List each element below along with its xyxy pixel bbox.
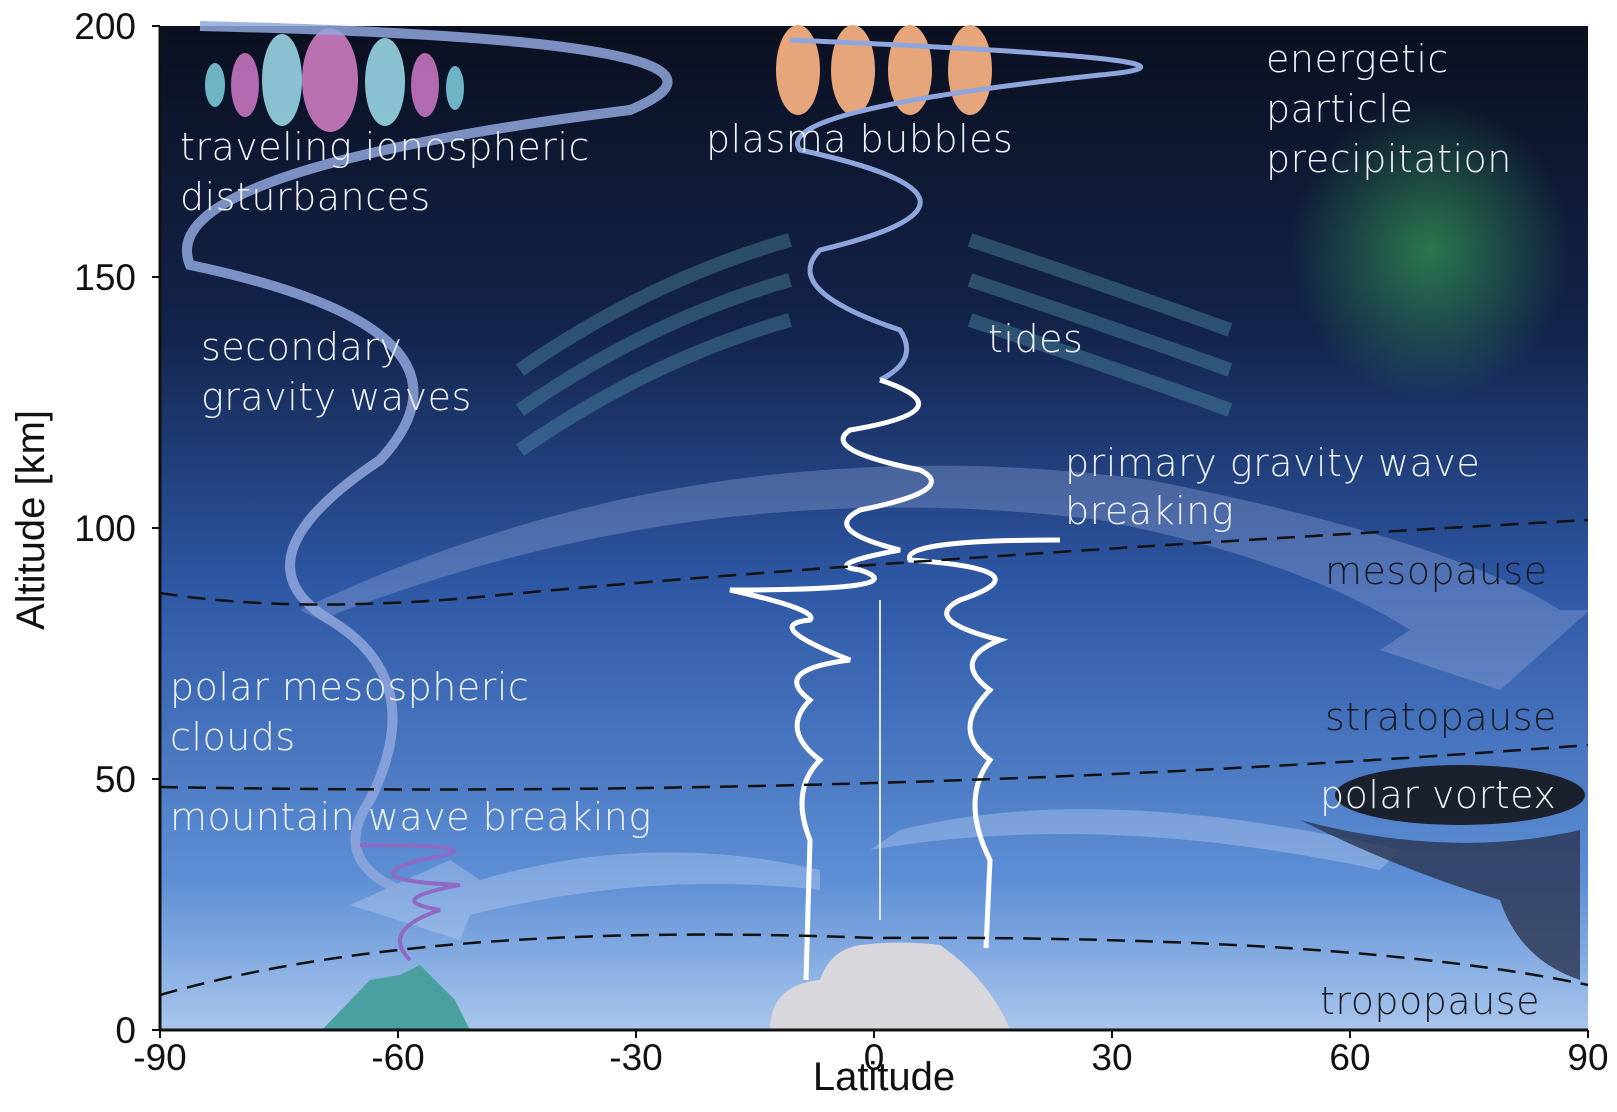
annotation: tides (988, 317, 1083, 361)
annotation: plasma bubbles (706, 117, 1013, 161)
y-tick-label: 0 (115, 1010, 136, 1051)
annotation: stratopause (1325, 695, 1557, 739)
annotation: energetic (1266, 37, 1449, 81)
y-tick-label: 100 (74, 508, 136, 549)
annotation: polar vortex (1320, 773, 1556, 817)
annotation: gravity waves (201, 375, 472, 419)
annotation: mesopause (1325, 549, 1548, 593)
x-tick-label: 90 (1567, 1037, 1608, 1078)
y-tick-label: 50 (95, 759, 136, 800)
annotation: secondary (201, 325, 402, 369)
annotation: polar mesospheric (170, 665, 529, 709)
x-tick-label: 30 (1091, 1037, 1132, 1078)
diagram: Latitude Altitude [km] traveling ionosph… (0, 0, 1617, 1112)
annotation: clouds (170, 715, 296, 759)
annotation: precipitation (1266, 137, 1512, 181)
annotation: disturbances (180, 175, 431, 219)
annotation: particle (1266, 87, 1413, 131)
x-tick-label: -90 (133, 1037, 186, 1078)
annotation: mountain wave breaking (170, 795, 652, 839)
x-tick-label: -30 (609, 1037, 662, 1078)
annotation: traveling ionospheric (180, 125, 590, 169)
x-tick-label: -60 (371, 1037, 424, 1078)
y-tick-label: 200 (74, 6, 136, 47)
annotation: tropopause (1320, 979, 1540, 1023)
x-tick-label: 60 (1329, 1037, 1370, 1078)
x-tick-label: 0 (864, 1037, 885, 1078)
annotation: primary gravity wave (1065, 441, 1480, 485)
annotation: breaking (1065, 489, 1234, 533)
y-axis-label: Altitude [km] (9, 410, 53, 630)
y-tick-label: 150 (74, 257, 136, 298)
